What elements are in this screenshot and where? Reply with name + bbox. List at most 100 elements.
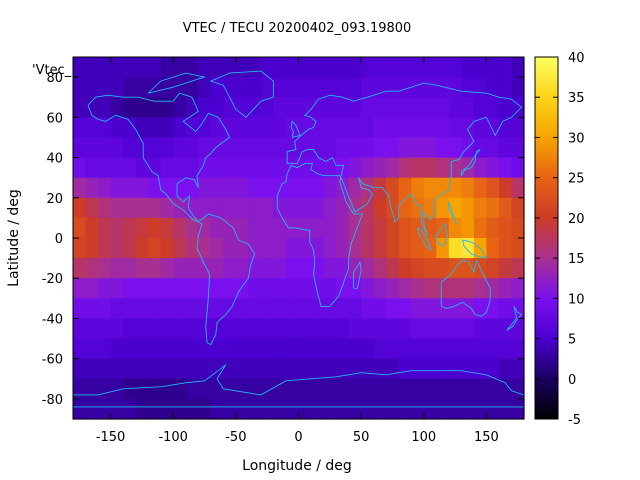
heatmap-cell xyxy=(498,398,513,420)
heatmap-cell xyxy=(73,398,87,420)
heatmap-cell xyxy=(373,137,387,159)
heatmap-cell xyxy=(398,318,412,340)
color-tick-label: 40 xyxy=(568,51,585,66)
heatmap-cell xyxy=(273,298,287,320)
heatmap-cell xyxy=(235,57,249,78)
heatmap-cell xyxy=(423,298,437,320)
heatmap-cell xyxy=(285,378,300,400)
heatmap-cell xyxy=(210,258,224,279)
x-tick-label: 150 xyxy=(474,430,499,445)
heatmap-cell xyxy=(511,177,525,199)
heatmap-cell xyxy=(336,217,350,239)
heatmap-cell xyxy=(273,197,287,219)
heatmap-cell xyxy=(148,137,162,159)
heatmap-cell xyxy=(85,157,99,179)
heatmap-cell xyxy=(135,298,149,320)
heatmap-cell xyxy=(323,157,337,179)
heatmap-cell xyxy=(198,258,212,279)
heatmap-cell xyxy=(98,97,112,118)
heatmap-cell xyxy=(311,177,325,199)
heatmap-cell xyxy=(210,97,224,118)
heatmap-cell xyxy=(135,197,149,219)
heatmap-cell xyxy=(298,97,312,118)
heatmap-cell xyxy=(298,197,312,219)
heatmap-cell xyxy=(223,318,237,340)
heatmap-cell xyxy=(160,57,174,78)
heatmap-cell xyxy=(135,97,149,118)
heatmap-cell xyxy=(311,57,325,78)
heatmap-cell xyxy=(110,278,124,299)
heatmap-cell xyxy=(198,97,212,118)
heatmap-cell xyxy=(398,77,412,98)
heatmap-cell xyxy=(473,298,488,320)
heatmap-cell xyxy=(361,57,375,78)
heatmap-cell xyxy=(498,217,513,239)
heatmap-cell xyxy=(423,77,437,98)
heatmap-cell xyxy=(198,137,212,159)
heatmap-cell xyxy=(148,238,162,259)
heatmap-cell xyxy=(323,398,337,420)
heatmap-cell xyxy=(160,217,174,239)
heatmap-cell xyxy=(285,398,300,420)
heatmap-cell xyxy=(198,157,212,179)
heatmap-cell xyxy=(198,238,212,259)
heatmap-cell xyxy=(348,177,362,199)
heatmap-cell xyxy=(423,258,437,279)
heatmap-cell xyxy=(173,258,187,279)
heatmap-cell xyxy=(235,97,249,118)
heatmap-cell xyxy=(285,278,300,299)
heatmap-cell xyxy=(260,197,275,219)
heatmap-cell xyxy=(423,338,437,360)
heatmap-cell xyxy=(98,238,112,259)
heatmap-cell xyxy=(486,318,500,340)
heatmap-cell xyxy=(285,97,300,118)
heatmap-cell xyxy=(336,378,350,400)
heatmap-cell xyxy=(273,378,287,400)
heatmap-cell xyxy=(348,137,362,159)
heatmap-cell xyxy=(436,378,450,400)
heatmap-cell xyxy=(373,238,387,259)
heatmap-cell xyxy=(260,258,275,279)
heatmap-cell xyxy=(98,298,112,320)
heatmap-cell xyxy=(298,77,312,98)
heatmap-cell xyxy=(123,338,137,360)
heatmap-cell xyxy=(298,338,312,360)
heatmap-cell xyxy=(461,117,475,139)
color-tick-label: 5 xyxy=(568,333,576,348)
heatmap-cell xyxy=(285,57,300,78)
heatmap-cell xyxy=(348,298,362,320)
heatmap-cell xyxy=(273,338,287,360)
coastline-afro-eurasia xyxy=(276,82,523,307)
heatmap-cell xyxy=(448,358,462,380)
heatmap-cell xyxy=(486,378,500,400)
heatmap-cell xyxy=(173,217,187,239)
heatmap-cell xyxy=(311,278,325,299)
heatmap-cell xyxy=(361,278,375,299)
heatmap-cell xyxy=(373,157,387,179)
color-tick-label: -5 xyxy=(568,413,581,428)
heatmap-cell xyxy=(98,358,112,380)
heatmap-cell xyxy=(448,177,462,199)
heatmap-cell xyxy=(135,338,149,360)
heatmap-cell xyxy=(185,57,199,78)
heatmap-cell xyxy=(373,258,387,279)
heatmap-cell xyxy=(311,137,325,159)
heatmap-cell xyxy=(298,298,312,320)
heatmap-cell xyxy=(123,238,137,259)
heatmap-cell xyxy=(448,398,462,420)
heatmap-cell xyxy=(486,238,500,259)
heatmap-cell xyxy=(85,238,99,259)
y-tick-label: 40 xyxy=(46,152,63,167)
heatmap-cell xyxy=(311,378,325,400)
heatmap-cell xyxy=(248,117,262,139)
heatmap-cell xyxy=(311,258,325,279)
heatmap-cell xyxy=(248,157,262,179)
heatmap-cell xyxy=(223,77,237,98)
heatmap-cell xyxy=(511,117,525,139)
heatmap-cell xyxy=(323,197,337,219)
heatmap-cell xyxy=(361,378,375,400)
heatmap-cell xyxy=(361,77,375,98)
heatmap-cell xyxy=(135,318,149,340)
heatmap-cell xyxy=(511,278,525,299)
heatmap-cell xyxy=(348,378,362,400)
